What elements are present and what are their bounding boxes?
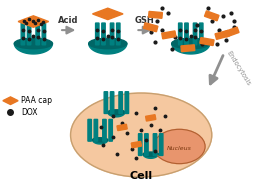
FancyBboxPatch shape	[200, 23, 203, 45]
FancyBboxPatch shape	[94, 119, 98, 141]
FancyBboxPatch shape	[104, 92, 108, 113]
Polygon shape	[18, 16, 49, 27]
FancyBboxPatch shape	[125, 92, 129, 113]
Ellipse shape	[92, 138, 108, 142]
Polygon shape	[108, 112, 125, 117]
Polygon shape	[146, 115, 156, 121]
FancyBboxPatch shape	[96, 23, 99, 45]
Ellipse shape	[89, 38, 127, 49]
FancyBboxPatch shape	[117, 23, 120, 45]
Text: Endocytosis: Endocytosis	[225, 50, 251, 87]
Polygon shape	[3, 97, 18, 105]
FancyBboxPatch shape	[119, 92, 122, 113]
Polygon shape	[117, 124, 127, 131]
FancyBboxPatch shape	[109, 119, 112, 141]
Polygon shape	[200, 38, 214, 46]
FancyBboxPatch shape	[193, 23, 197, 45]
Text: GSH: GSH	[135, 16, 155, 25]
Ellipse shape	[71, 93, 212, 177]
FancyBboxPatch shape	[36, 23, 39, 45]
Text: DOX: DOX	[21, 108, 38, 117]
Text: Nucleus: Nucleus	[167, 146, 192, 151]
FancyBboxPatch shape	[88, 119, 91, 141]
Polygon shape	[225, 27, 239, 37]
FancyBboxPatch shape	[27, 23, 31, 45]
Ellipse shape	[154, 129, 205, 164]
Text: Acid: Acid	[58, 16, 79, 25]
FancyBboxPatch shape	[110, 92, 114, 113]
Ellipse shape	[108, 110, 125, 115]
FancyBboxPatch shape	[21, 23, 25, 45]
Ellipse shape	[172, 38, 210, 49]
Polygon shape	[89, 43, 127, 54]
FancyBboxPatch shape	[179, 23, 182, 45]
FancyBboxPatch shape	[110, 23, 114, 45]
FancyBboxPatch shape	[153, 134, 157, 155]
Polygon shape	[92, 8, 123, 20]
FancyBboxPatch shape	[145, 134, 148, 155]
Text: Cell: Cell	[130, 171, 153, 181]
Text: PAA cap: PAA cap	[21, 96, 52, 105]
FancyBboxPatch shape	[102, 23, 105, 45]
Polygon shape	[92, 140, 108, 144]
Polygon shape	[204, 11, 219, 21]
Polygon shape	[181, 45, 195, 52]
Polygon shape	[144, 23, 158, 32]
Ellipse shape	[14, 38, 53, 49]
FancyBboxPatch shape	[138, 134, 142, 155]
Polygon shape	[215, 30, 229, 39]
Polygon shape	[143, 154, 158, 158]
Ellipse shape	[143, 152, 158, 156]
FancyBboxPatch shape	[103, 119, 106, 141]
FancyBboxPatch shape	[42, 23, 46, 45]
Polygon shape	[172, 43, 210, 54]
Polygon shape	[131, 141, 141, 148]
FancyBboxPatch shape	[185, 23, 188, 45]
Polygon shape	[149, 11, 162, 18]
Polygon shape	[162, 31, 176, 39]
Polygon shape	[14, 43, 53, 54]
FancyBboxPatch shape	[160, 134, 163, 155]
